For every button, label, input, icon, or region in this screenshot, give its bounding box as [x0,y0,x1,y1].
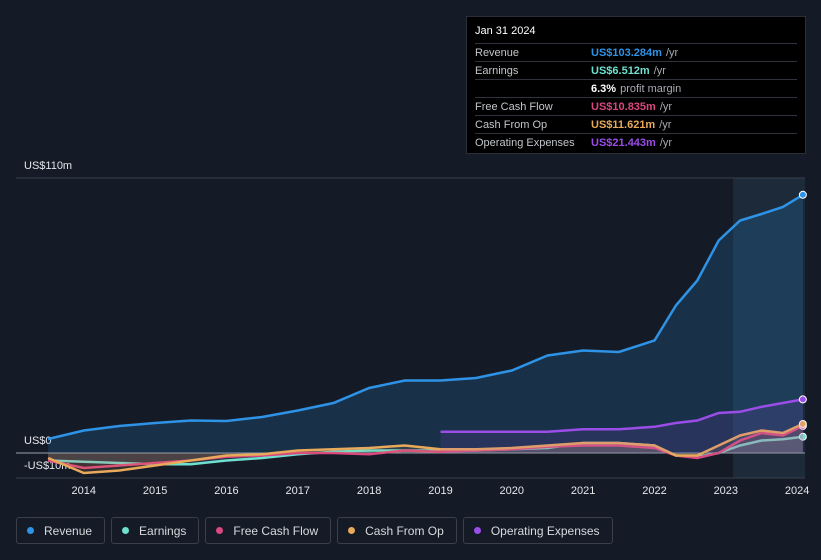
y-tick-label: US$0 [24,435,52,447]
legend-label: Operating Expenses [490,523,600,538]
tooltip-unit: /yr [653,64,666,77]
tooltip-row: Free Cash Flow US$10.835m/yr [475,97,797,115]
x-tick-label: 2019 [428,485,452,497]
legend-label: Revenue [44,523,93,538]
tooltip-value: US$10.835m [591,100,656,113]
y-tick-label: US$110m [24,160,72,172]
legend-dot [122,527,130,534]
series-line [47,193,804,441]
legend-dot [473,527,481,534]
series-area [48,425,803,468]
tooltip-row: Operating Expenses US$21.443m/yr [475,133,797,151]
legend-dot [348,527,356,534]
legend-dot [216,527,224,534]
series-area [440,399,803,453]
tooltip-label: Earnings [475,64,519,77]
legend-label: Cash From Op [365,523,444,538]
margin-value: 6.3% [591,82,617,95]
series-line [47,422,804,475]
tooltip-unit: /yr [659,100,673,113]
x-tick-label: 2022 [642,485,666,497]
legend-item[interactable]: Cash From Op [337,517,457,544]
x-tick-label: 2014 [72,485,96,497]
tooltip-value: US$11.621m [591,118,656,131]
series-line [440,398,804,434]
tooltip-unit: /yr [659,136,673,149]
tooltip-label: Cash From Op [475,118,548,131]
legend-item[interactable]: Earnings [111,517,200,544]
x-tick-label: 2018 [357,485,381,497]
x-tick-label: 2015 [143,485,167,497]
legend-label: Free Cash Flow [233,523,319,538]
tooltip-unit: /yr [659,118,672,131]
x-tick-label: 2021 [571,485,595,497]
tooltip-value: US$21.443m [591,136,656,149]
tooltip-row: Revenue US$103.284m/yr [475,43,797,61]
legend-label: Earnings [139,523,187,538]
end-marker [798,190,807,199]
end-marker [798,432,807,441]
x-tick-label: 2020 [500,485,524,497]
legend-item[interactable]: Revenue [16,517,106,544]
x-tick-label: 2017 [286,485,310,497]
legend-dot [27,527,34,534]
tooltip-label: Free Cash Flow [475,100,553,113]
tooltip-label: Revenue [475,46,520,59]
margin-label: profit margin [620,82,682,95]
tooltip-label: Operating Expenses [475,136,575,149]
tooltip-value: US$103.284m [591,46,662,59]
tooltip-value: US$6.512m [591,64,650,77]
legend-item[interactable]: Free Cash Flow [205,517,332,544]
tooltip-unit: /yr [665,46,679,59]
legend: Revenue Earnings Free Cash Flow Cash From O… [16,517,613,544]
x-tick-label: 2016 [214,485,238,497]
x-tick-label: 2024 [785,485,809,497]
end-marker [798,419,807,428]
tooltip-rows: Revenue US$103.284m/yr Earnings US$6.512m/y… [475,43,797,151]
end-marker [798,395,807,404]
x-tick-label: 2023 [714,485,738,497]
legend-item[interactable]: Operating Expenses [462,517,613,544]
tooltip-row: Cash From Op US$11.621m/yr [475,115,797,133]
tooltip-row: 6.3% profit margin [475,79,797,97]
tooltip: Jan 31 2024 Revenue US$103.284m/yr Earning… [466,16,806,154]
tooltip-date: Jan 31 2024 [475,25,536,37]
series-area [48,194,803,454]
tooltip-row: Earnings US$6.512m/yr [475,61,797,79]
